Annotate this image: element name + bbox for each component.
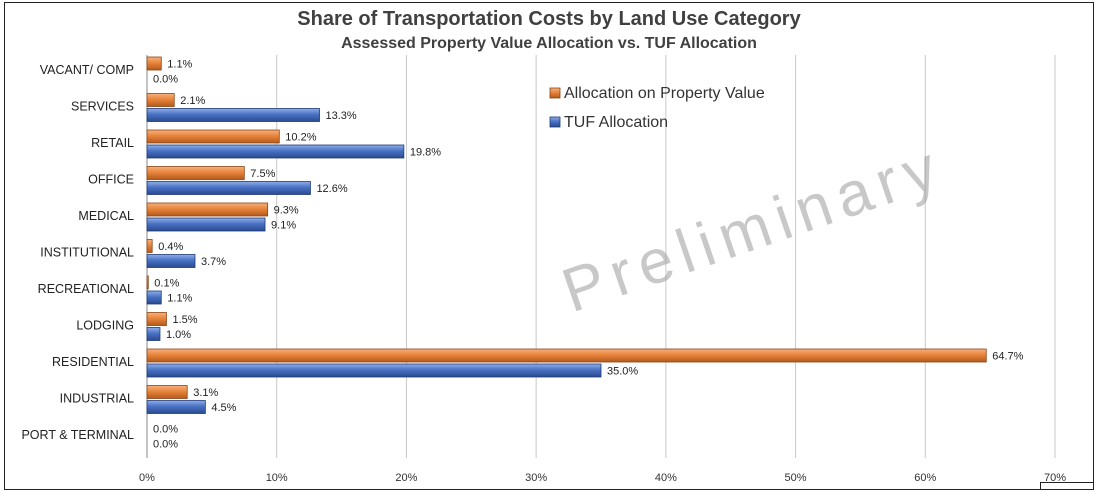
legend-label: Allocation on Property Value xyxy=(564,85,765,102)
bar-data-label: 3.7% xyxy=(201,256,226,268)
bar-tuf xyxy=(146,327,161,341)
page-corner-tab xyxy=(1040,482,1093,489)
bar-data-label: 9.1% xyxy=(271,220,296,232)
watermark: Preliminary xyxy=(554,131,953,326)
bar-tuf xyxy=(146,108,320,122)
x-tick-label: 30% xyxy=(525,472,547,484)
bar-tuf xyxy=(146,181,311,195)
bar-data-label: 12.6% xyxy=(316,183,347,195)
bar-property-value xyxy=(146,166,245,180)
x-tick-labels: 0% 10% 20% 30% 40% 50% 60% 70% xyxy=(139,472,1066,484)
bar-data-label: 1.0% xyxy=(166,329,191,341)
category-label: SERVICES xyxy=(71,100,134,114)
bar-data-label: 19.8% xyxy=(410,147,441,159)
bar-data-label: 9.3% xyxy=(274,205,299,217)
category-label: LODGING xyxy=(76,319,134,333)
category-label: RESIDENTIAL xyxy=(52,355,134,369)
legend-swatch xyxy=(549,87,561,99)
bar-data-label: 1.5% xyxy=(172,314,197,326)
bar-labels: 1.1%0.0%2.1%13.3%10.2%19.8%7.5%12.6%9.3%… xyxy=(153,59,1024,451)
x-tick-label: 10% xyxy=(266,472,288,484)
category-labels: VACANT/ COMP SERVICES RETAIL OFFICE MEDICAL I… xyxy=(21,63,134,442)
bar-data-label: 1.1% xyxy=(167,59,192,71)
x-tick-label: 60% xyxy=(914,472,936,484)
x-tick-label: 40% xyxy=(655,472,677,484)
bar-property-value xyxy=(146,275,149,290)
category-label: INDUSTRIAL xyxy=(60,392,134,406)
category-label: MEDICAL xyxy=(78,209,134,223)
category-label: RECREATIONAL xyxy=(38,282,134,296)
bar-tuf xyxy=(146,400,206,414)
x-tick-label: 70% xyxy=(1044,472,1066,484)
bar-data-label: 1.1% xyxy=(167,293,192,305)
legend-swatch xyxy=(549,116,561,128)
bar-data-label: 13.3% xyxy=(326,110,357,122)
bar-property-value xyxy=(146,239,153,253)
bar-data-label: 35.0% xyxy=(607,366,638,378)
x-tick-label: 50% xyxy=(785,472,807,484)
x-tick-label: 20% xyxy=(395,472,417,484)
bar-data-label: 4.5% xyxy=(211,402,236,414)
chart-subtitle: Assessed Property Value Allocation vs. T… xyxy=(341,35,757,52)
bar-data-label: 0.4% xyxy=(158,241,183,253)
bar-property-value xyxy=(146,312,167,326)
bar-data-label: 0.0% xyxy=(153,74,178,86)
x-tick-label: 0% xyxy=(139,472,155,484)
bar-property-value xyxy=(146,202,269,217)
bar-tuf xyxy=(146,290,162,305)
legend-label: TUF Allocation xyxy=(564,114,668,131)
bar-data-label: 64.7% xyxy=(992,351,1023,363)
category-label: VACANT/ COMP xyxy=(40,63,134,77)
bar-property-value xyxy=(146,385,188,399)
bar-tuf xyxy=(146,144,405,159)
bar-data-label: 0.0% xyxy=(153,439,178,451)
gridlines xyxy=(146,55,1056,458)
bar-data-label: 0.0% xyxy=(153,424,178,436)
bar-property-value xyxy=(146,93,175,107)
bar-property-value xyxy=(146,56,162,71)
bar-data-label: 10.2% xyxy=(285,132,316,144)
bar-tuf xyxy=(146,363,602,378)
bars xyxy=(146,56,987,414)
bar-data-label: 0.1% xyxy=(154,278,179,290)
legend: Allocation on Property Value TUF Allocati… xyxy=(549,85,765,131)
bar-property-value xyxy=(146,348,987,363)
bar-tuf xyxy=(146,254,196,268)
bar-data-label: 7.5% xyxy=(250,168,275,180)
category-label: PORT & TERMINAL xyxy=(21,428,134,442)
bar-tuf xyxy=(146,217,266,232)
chart-title: Share of Transportation Costs by Land Us… xyxy=(297,8,801,30)
category-label: OFFICE xyxy=(88,173,134,187)
bar-data-label: 2.1% xyxy=(180,95,205,107)
category-label: INSTITUTIONAL xyxy=(40,246,134,260)
category-label: RETAIL xyxy=(91,136,134,150)
bar-property-value xyxy=(146,129,280,144)
bar-data-label: 3.1% xyxy=(193,387,218,399)
